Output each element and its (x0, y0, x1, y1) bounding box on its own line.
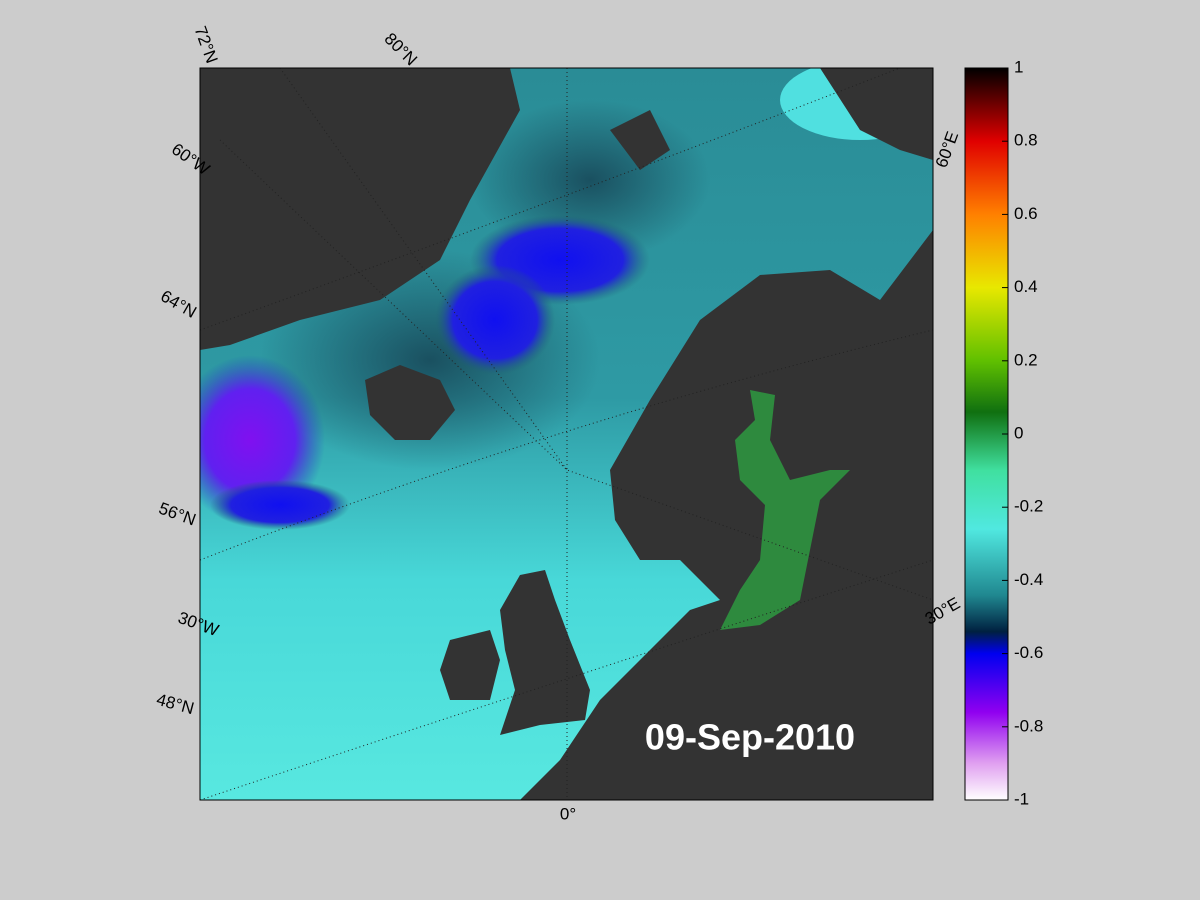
colorbar-tick-label: 0.6 (1014, 204, 1038, 223)
colorbar-tick-label: -1 (1014, 789, 1029, 808)
graticule-label: 60°E (932, 129, 963, 170)
colorbar-tick-label: -0.6 (1014, 643, 1043, 662)
colorbar-tick-label: 0.4 (1014, 277, 1038, 296)
graticule-label: 0° (560, 804, 576, 823)
graticule-label: 56°N (156, 499, 198, 530)
graticule-label: 64°N (157, 286, 199, 321)
graticule-label: 72°N (191, 24, 222, 66)
graticule-label: 80°N (381, 29, 421, 69)
colorbar-tick-label: 0.2 (1014, 350, 1038, 369)
colorbar-tick-label: -0.8 (1014, 716, 1043, 735)
graticule-label: 48°N (154, 690, 196, 718)
colorbar-tick-label: -0.2 (1014, 497, 1043, 516)
colorbar (964, 67, 1009, 801)
colorbar-tick-label: 0 (1014, 423, 1023, 442)
map: 09-Sep-2010 (200, 68, 933, 800)
colorbar-tick-label: -0.4 (1014, 570, 1043, 589)
colorbar-tick-label: 0.8 (1014, 131, 1038, 150)
colorbar-tick-label: 1 (1014, 57, 1023, 76)
date-label: 09-Sep-2010 (645, 717, 855, 758)
map-frame (199, 67, 934, 801)
